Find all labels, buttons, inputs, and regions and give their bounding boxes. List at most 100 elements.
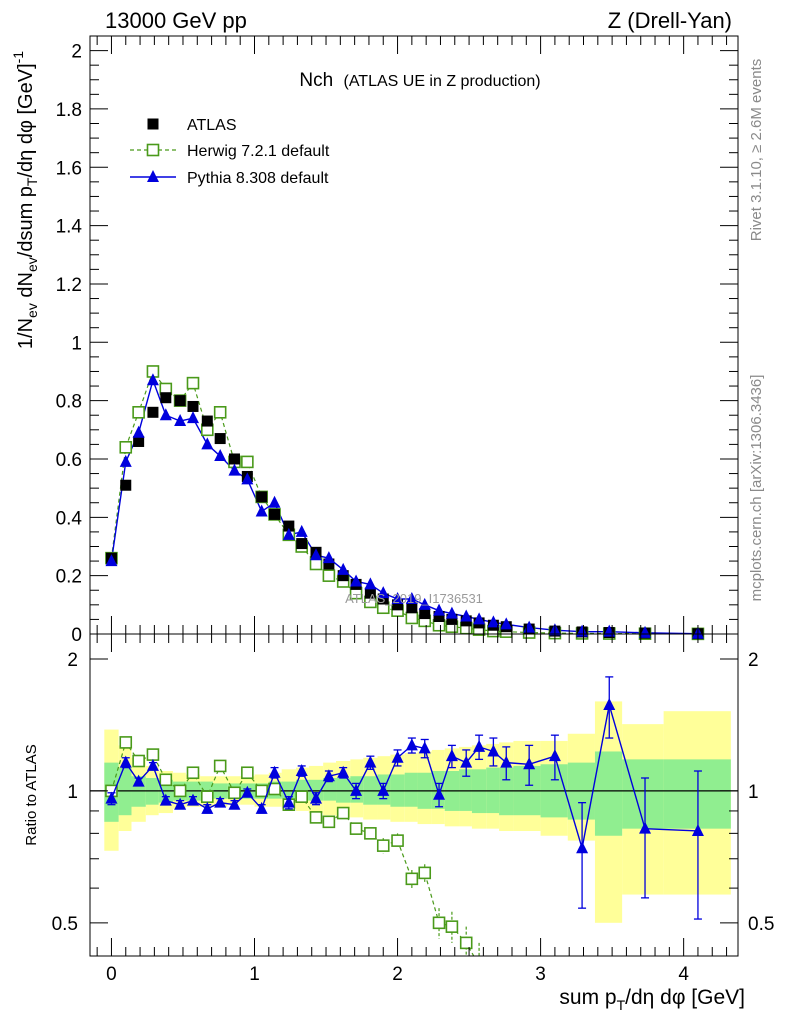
main-panel: 0 0.2 0.4 0.6 0.8 1 1.2 1.4 1.6 1.8 2 Nch (ATLAS U… <box>10 35 739 646</box>
pythia-point <box>255 504 268 517</box>
pythia-ratio-point <box>132 774 145 787</box>
atlas-point <box>147 406 159 418</box>
pythia-ratio-point <box>350 783 363 796</box>
herwig-ratio-point <box>336 806 350 820</box>
pythia-ratio-point <box>691 823 704 836</box>
legend-pythia-marker <box>147 170 159 182</box>
legend-herwig-label: Herwig 7.2.1 default <box>187 143 330 160</box>
pythia-point <box>337 562 350 575</box>
pythia-ratio-point <box>119 755 132 768</box>
y-tick-label: 0.4 <box>56 508 83 529</box>
x-tick-label: 3 <box>535 964 546 985</box>
herwig-ratio-line <box>110 741 475 956</box>
header-right: Z (Drell-Yan) <box>608 8 732 33</box>
pythia-point <box>487 615 500 628</box>
herwig-ratio-point <box>255 784 268 798</box>
pythia-point <box>460 609 473 622</box>
atlas-point <box>256 491 268 503</box>
atlas-point <box>228 453 240 465</box>
main-data-layer <box>105 365 705 641</box>
pythia-point <box>364 577 377 590</box>
pythia-ratio-point <box>174 797 187 810</box>
main-title-sub: (ATLAS UE in Z production) <box>343 73 540 90</box>
herwig-ratio-point <box>349 822 363 835</box>
pythia-ratio-point <box>603 698 616 711</box>
main-y-axis-label: 1/Nev dNev/dsum pT/dη dφ [GeV]-1 <box>10 51 40 349</box>
ratio-y-tick-label: 1 <box>67 782 78 803</box>
atlas-point <box>174 395 186 407</box>
atlas-point <box>377 593 389 605</box>
y-tick-label: 1.4 <box>56 217 83 238</box>
atlas-point <box>214 433 226 445</box>
y-tick-label: 1 <box>71 333 82 354</box>
legend-atlas-marker <box>147 118 159 130</box>
herwig-point <box>241 455 254 469</box>
ratio-y-tick-label-right: 1 <box>748 782 759 803</box>
herwig-ratio-point <box>391 834 404 847</box>
pythia-ratio-point <box>337 765 350 778</box>
pythia-point <box>201 437 214 450</box>
pythia-point <box>186 411 199 424</box>
herwig-ratio-point <box>309 811 323 824</box>
pythia-point <box>500 617 513 630</box>
main-title: Nch (ATLAS UE in Z production) <box>299 70 540 91</box>
herwig-ratio-point <box>213 759 227 773</box>
herwig-ratio-point <box>241 766 254 780</box>
pythia-point <box>433 603 446 616</box>
ratio-y-tick-label: 0.5 <box>52 914 78 935</box>
pythia-point <box>405 591 418 604</box>
pythia-ratio-point <box>391 750 404 763</box>
ratio-panel: 0 1 2 3 4 0.5 0.5 1 1 2 2 Ratio to ATLAS <box>23 633 774 985</box>
pythia-point <box>639 625 652 638</box>
pythia-ratio-point <box>214 795 227 808</box>
pythia-ratio-point <box>576 841 589 854</box>
atlas-point <box>201 415 213 427</box>
pythia-point <box>105 554 118 567</box>
y-tick-label: 0.8 <box>56 392 82 413</box>
pythia-ratio-point <box>548 749 561 762</box>
pythia-point <box>350 574 363 587</box>
pythia-ratio-point <box>295 764 308 777</box>
herwig-point <box>322 569 336 582</box>
atlas-point <box>419 608 431 620</box>
pythia-point <box>322 551 335 564</box>
pythia-ratio-point <box>500 755 513 768</box>
herwig-ratio-point <box>322 815 336 829</box>
pythia-point <box>146 373 159 386</box>
atlas-point <box>283 520 295 532</box>
pythia-ratio-point <box>282 795 295 808</box>
main-title-name: Nch <box>299 70 333 91</box>
herwig-ratio-point <box>173 784 187 798</box>
pythia-ratio-point <box>433 787 446 800</box>
herwig-ratio-point <box>459 936 473 950</box>
pythia-ratio-point <box>186 793 199 806</box>
herwig-ratio-point <box>474 960 485 971</box>
legend-atlas-label: ATLAS <box>187 117 237 134</box>
pythia-point <box>445 606 458 619</box>
ratio-axes: 0 1 2 3 4 0.5 0.5 1 1 2 2 <box>52 634 774 985</box>
y-tick-label: 1.8 <box>56 100 82 121</box>
pythia-ratio-point <box>268 765 281 778</box>
y-tick-label: 0 <box>71 625 82 646</box>
atlas-point <box>392 599 404 611</box>
herwig-point <box>186 376 200 390</box>
main-axes: 0 0.2 0.4 0.6 0.8 1 1.2 1.4 1.6 1.8 2 <box>56 36 738 646</box>
atlas-point <box>323 558 335 570</box>
ratio-y-tick-label-right: 2 <box>748 650 759 671</box>
herwig-point <box>119 441 133 454</box>
pythia-point <box>132 425 145 438</box>
stat-band-bin <box>459 769 472 811</box>
pythia-point <box>119 454 132 467</box>
atlas-point <box>120 479 132 491</box>
atlas-point <box>337 570 349 582</box>
herwig-ratio-point <box>146 748 160 761</box>
pythia-point <box>214 449 227 462</box>
pythia-ratio-point <box>255 801 268 814</box>
pythia-ratio-point <box>146 758 159 771</box>
pythia-point <box>268 495 281 508</box>
atlas-point <box>160 392 172 404</box>
herwig-ratio-point <box>159 773 173 787</box>
pythia-ratio-point <box>445 749 458 762</box>
pythia-point <box>295 524 308 537</box>
